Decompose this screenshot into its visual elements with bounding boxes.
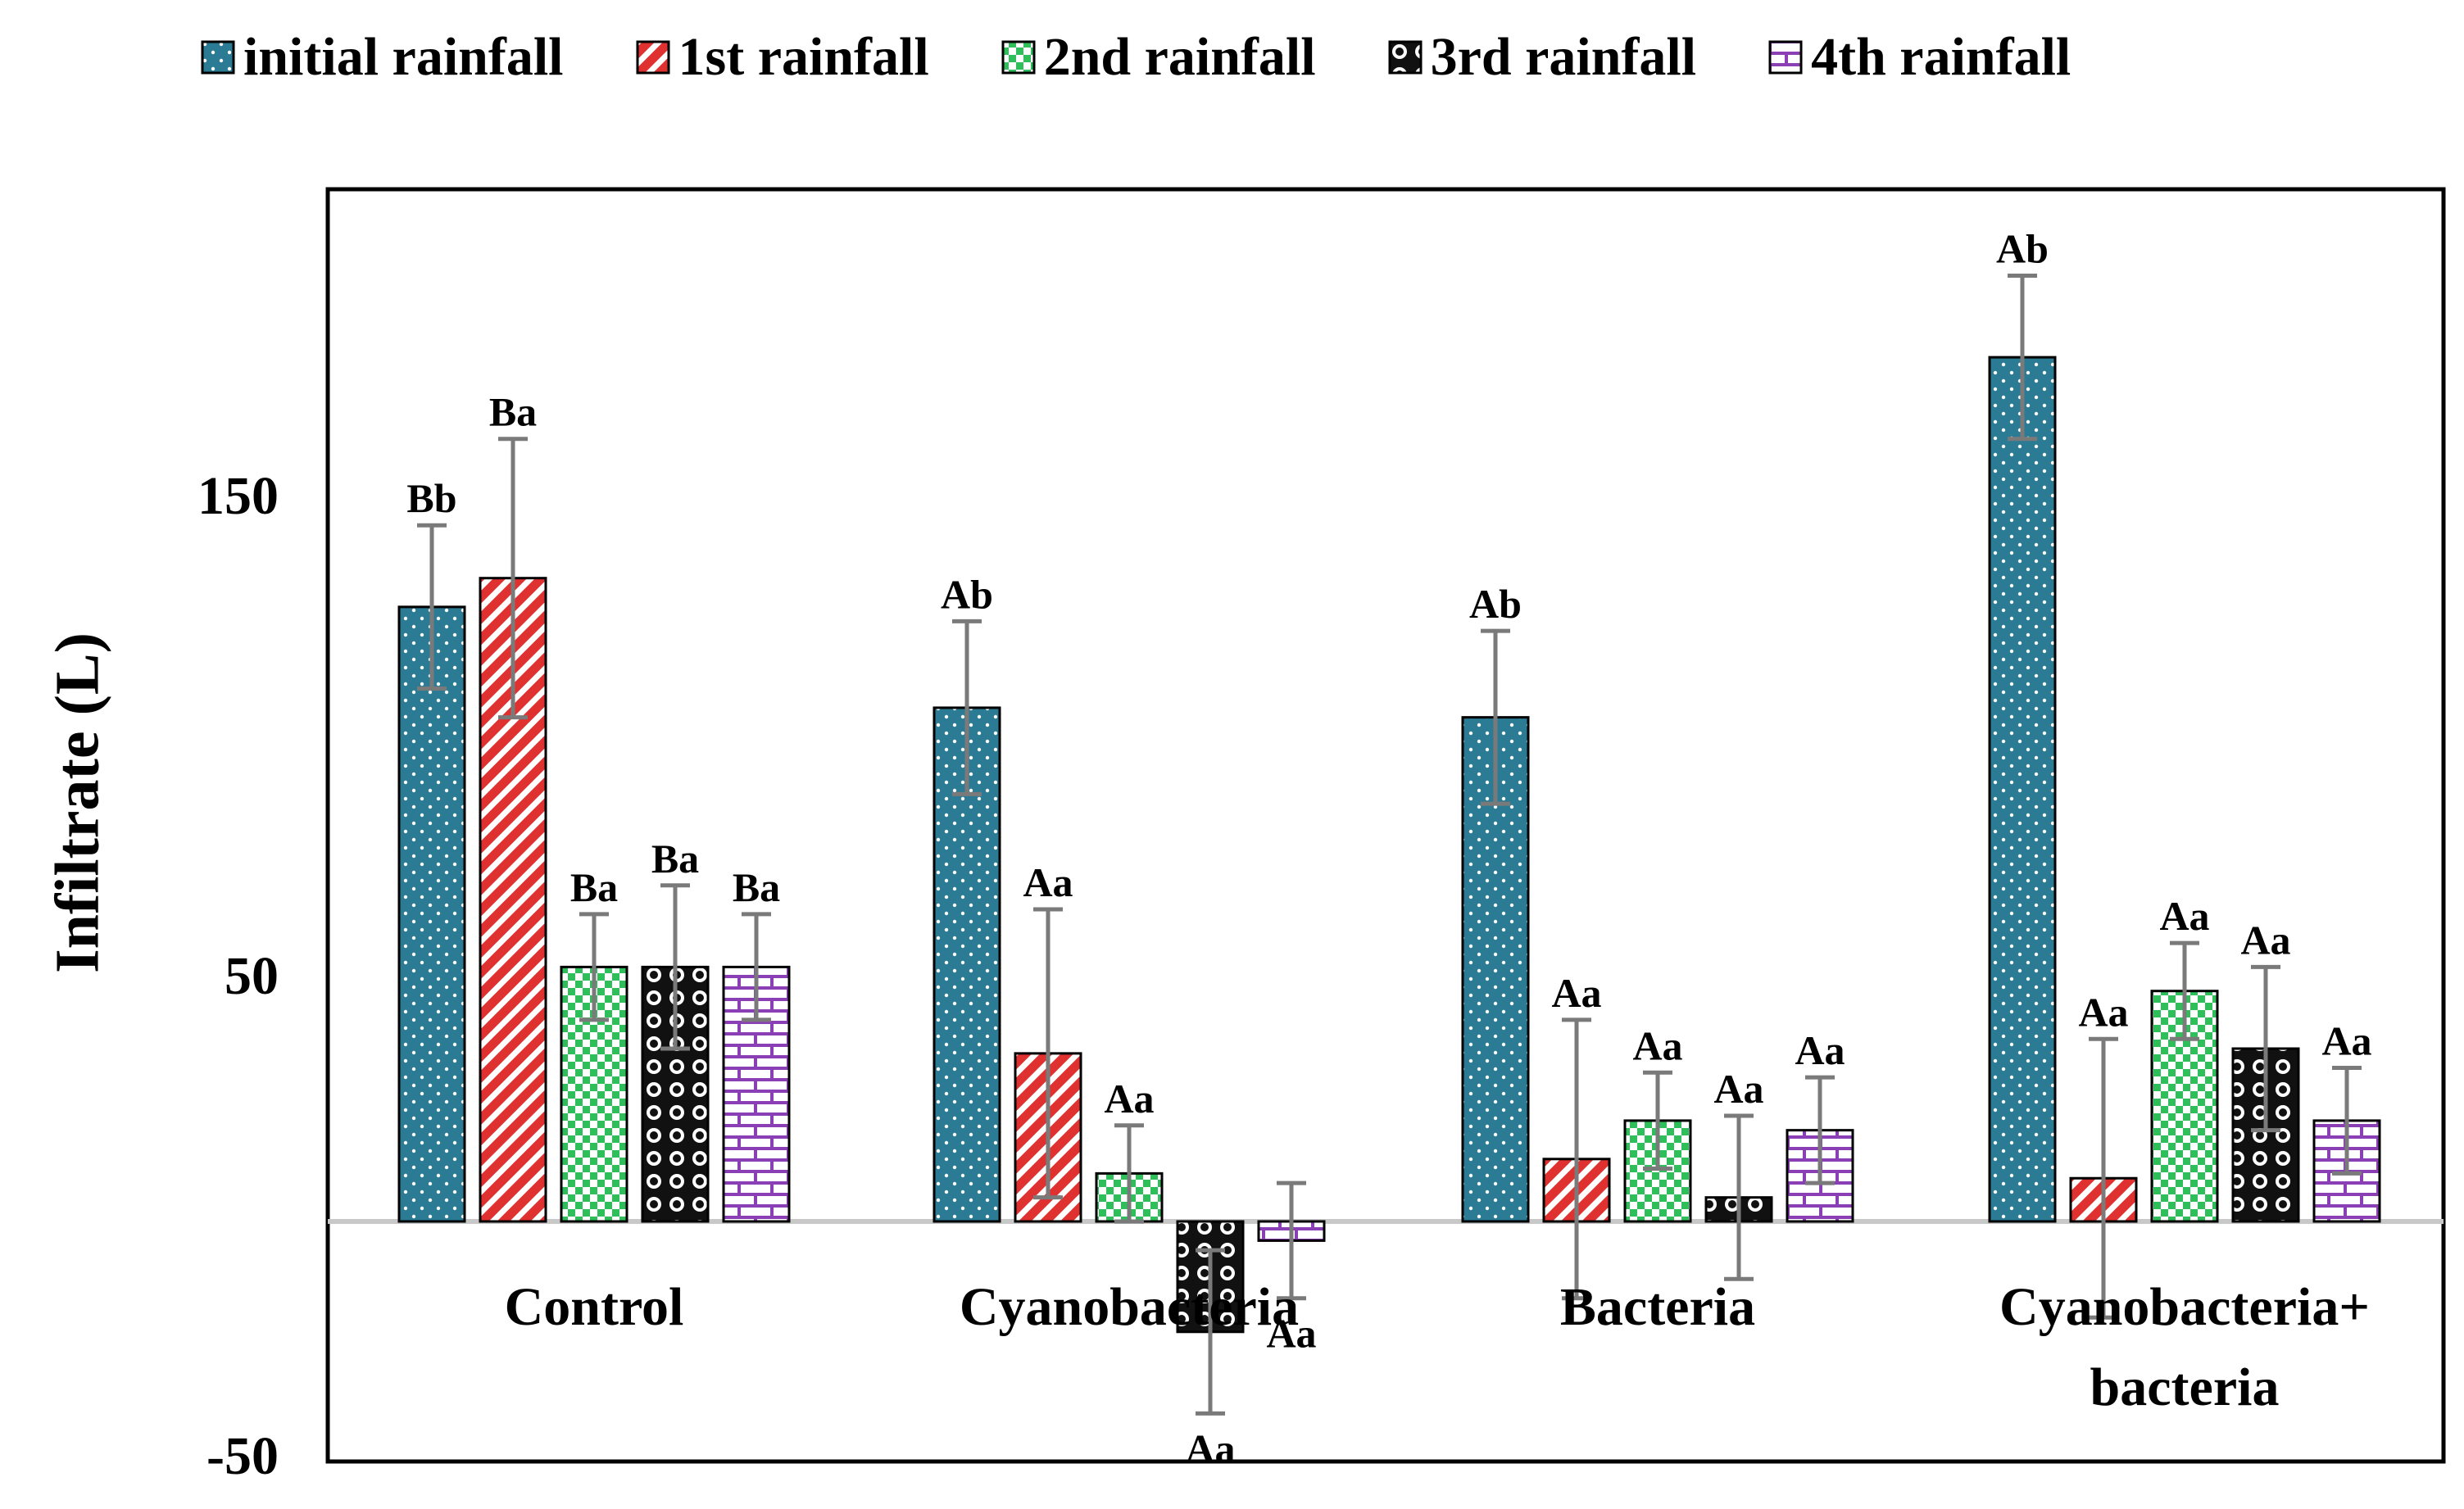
significance-label: Aa bbox=[1795, 1027, 1845, 1073]
y-tick-label: 150 bbox=[197, 466, 279, 526]
legend-item: 1st rainfall bbox=[636, 26, 929, 88]
bar-initial-rainfall-control bbox=[397, 605, 466, 1223]
legend-item: 4th rainfall bbox=[1768, 26, 2071, 88]
legend-item: 2nd rainfall bbox=[1001, 26, 1316, 88]
significance-label: Ba bbox=[489, 389, 537, 435]
significance-label: Aa bbox=[1185, 1425, 1235, 1471]
significance-label: Aa bbox=[1713, 1066, 1763, 1112]
legend-label: 2nd rainfall bbox=[1043, 27, 1316, 87]
legend-label: 1st rainfall bbox=[678, 27, 929, 87]
significance-label: Ba bbox=[570, 864, 618, 910]
significance-label: Ba bbox=[651, 836, 699, 881]
legend-swatch bbox=[201, 40, 235, 75]
significance-label: Aa bbox=[1632, 1022, 1682, 1068]
plot-frame bbox=[325, 187, 2446, 1464]
y-tick-label: -50 bbox=[206, 1426, 279, 1486]
legend-swatch bbox=[1768, 40, 1803, 75]
significance-label: Ab bbox=[941, 571, 993, 617]
legend-item: initial rainfall bbox=[201, 26, 564, 88]
significance-label: Ab bbox=[1469, 581, 1522, 627]
legend-swatch bbox=[1388, 40, 1423, 75]
significance-label: Bb bbox=[406, 475, 456, 521]
category-label: Cyanobacteria+ bbox=[1999, 1277, 2370, 1337]
significance-label: Aa bbox=[1551, 970, 1601, 1016]
legend-label: initial rainfall bbox=[243, 27, 564, 87]
significance-label: Aa bbox=[1104, 1076, 1154, 1122]
significance-label: Aa bbox=[2078, 989, 2128, 1035]
significance-label: Aa bbox=[1266, 1311, 1316, 1357]
legend-swatch bbox=[636, 40, 670, 75]
legend-label: 4th rainfall bbox=[1811, 27, 2071, 87]
category-label: Cyanobacteria bbox=[960, 1277, 1299, 1337]
legend: initial rainfall 1st rainfall 2nd rainfall… bbox=[201, 25, 2143, 90]
legend-swatch bbox=[1001, 40, 1036, 75]
y-tick-label: 50 bbox=[225, 946, 279, 1006]
legend-item: 3rd rainfall bbox=[1388, 26, 1697, 88]
significance-label: Aa bbox=[2240, 917, 2290, 963]
category-label: Control bbox=[505, 1277, 684, 1337]
legend-label: 3rd rainfall bbox=[1430, 27, 1697, 87]
category-label: bacteria bbox=[2090, 1357, 2280, 1417]
category-label: Bacteria bbox=[1560, 1277, 1755, 1337]
significance-label: Aa bbox=[2321, 1017, 2371, 1063]
significance-label: Ab bbox=[1996, 225, 2049, 271]
significance-label: Ba bbox=[733, 864, 780, 910]
significance-label: Aa bbox=[1023, 859, 1073, 905]
bar-initial-rainfall-cyanobacteria-bacteria bbox=[1988, 356, 2057, 1223]
significance-label: Aa bbox=[2159, 893, 2209, 939]
